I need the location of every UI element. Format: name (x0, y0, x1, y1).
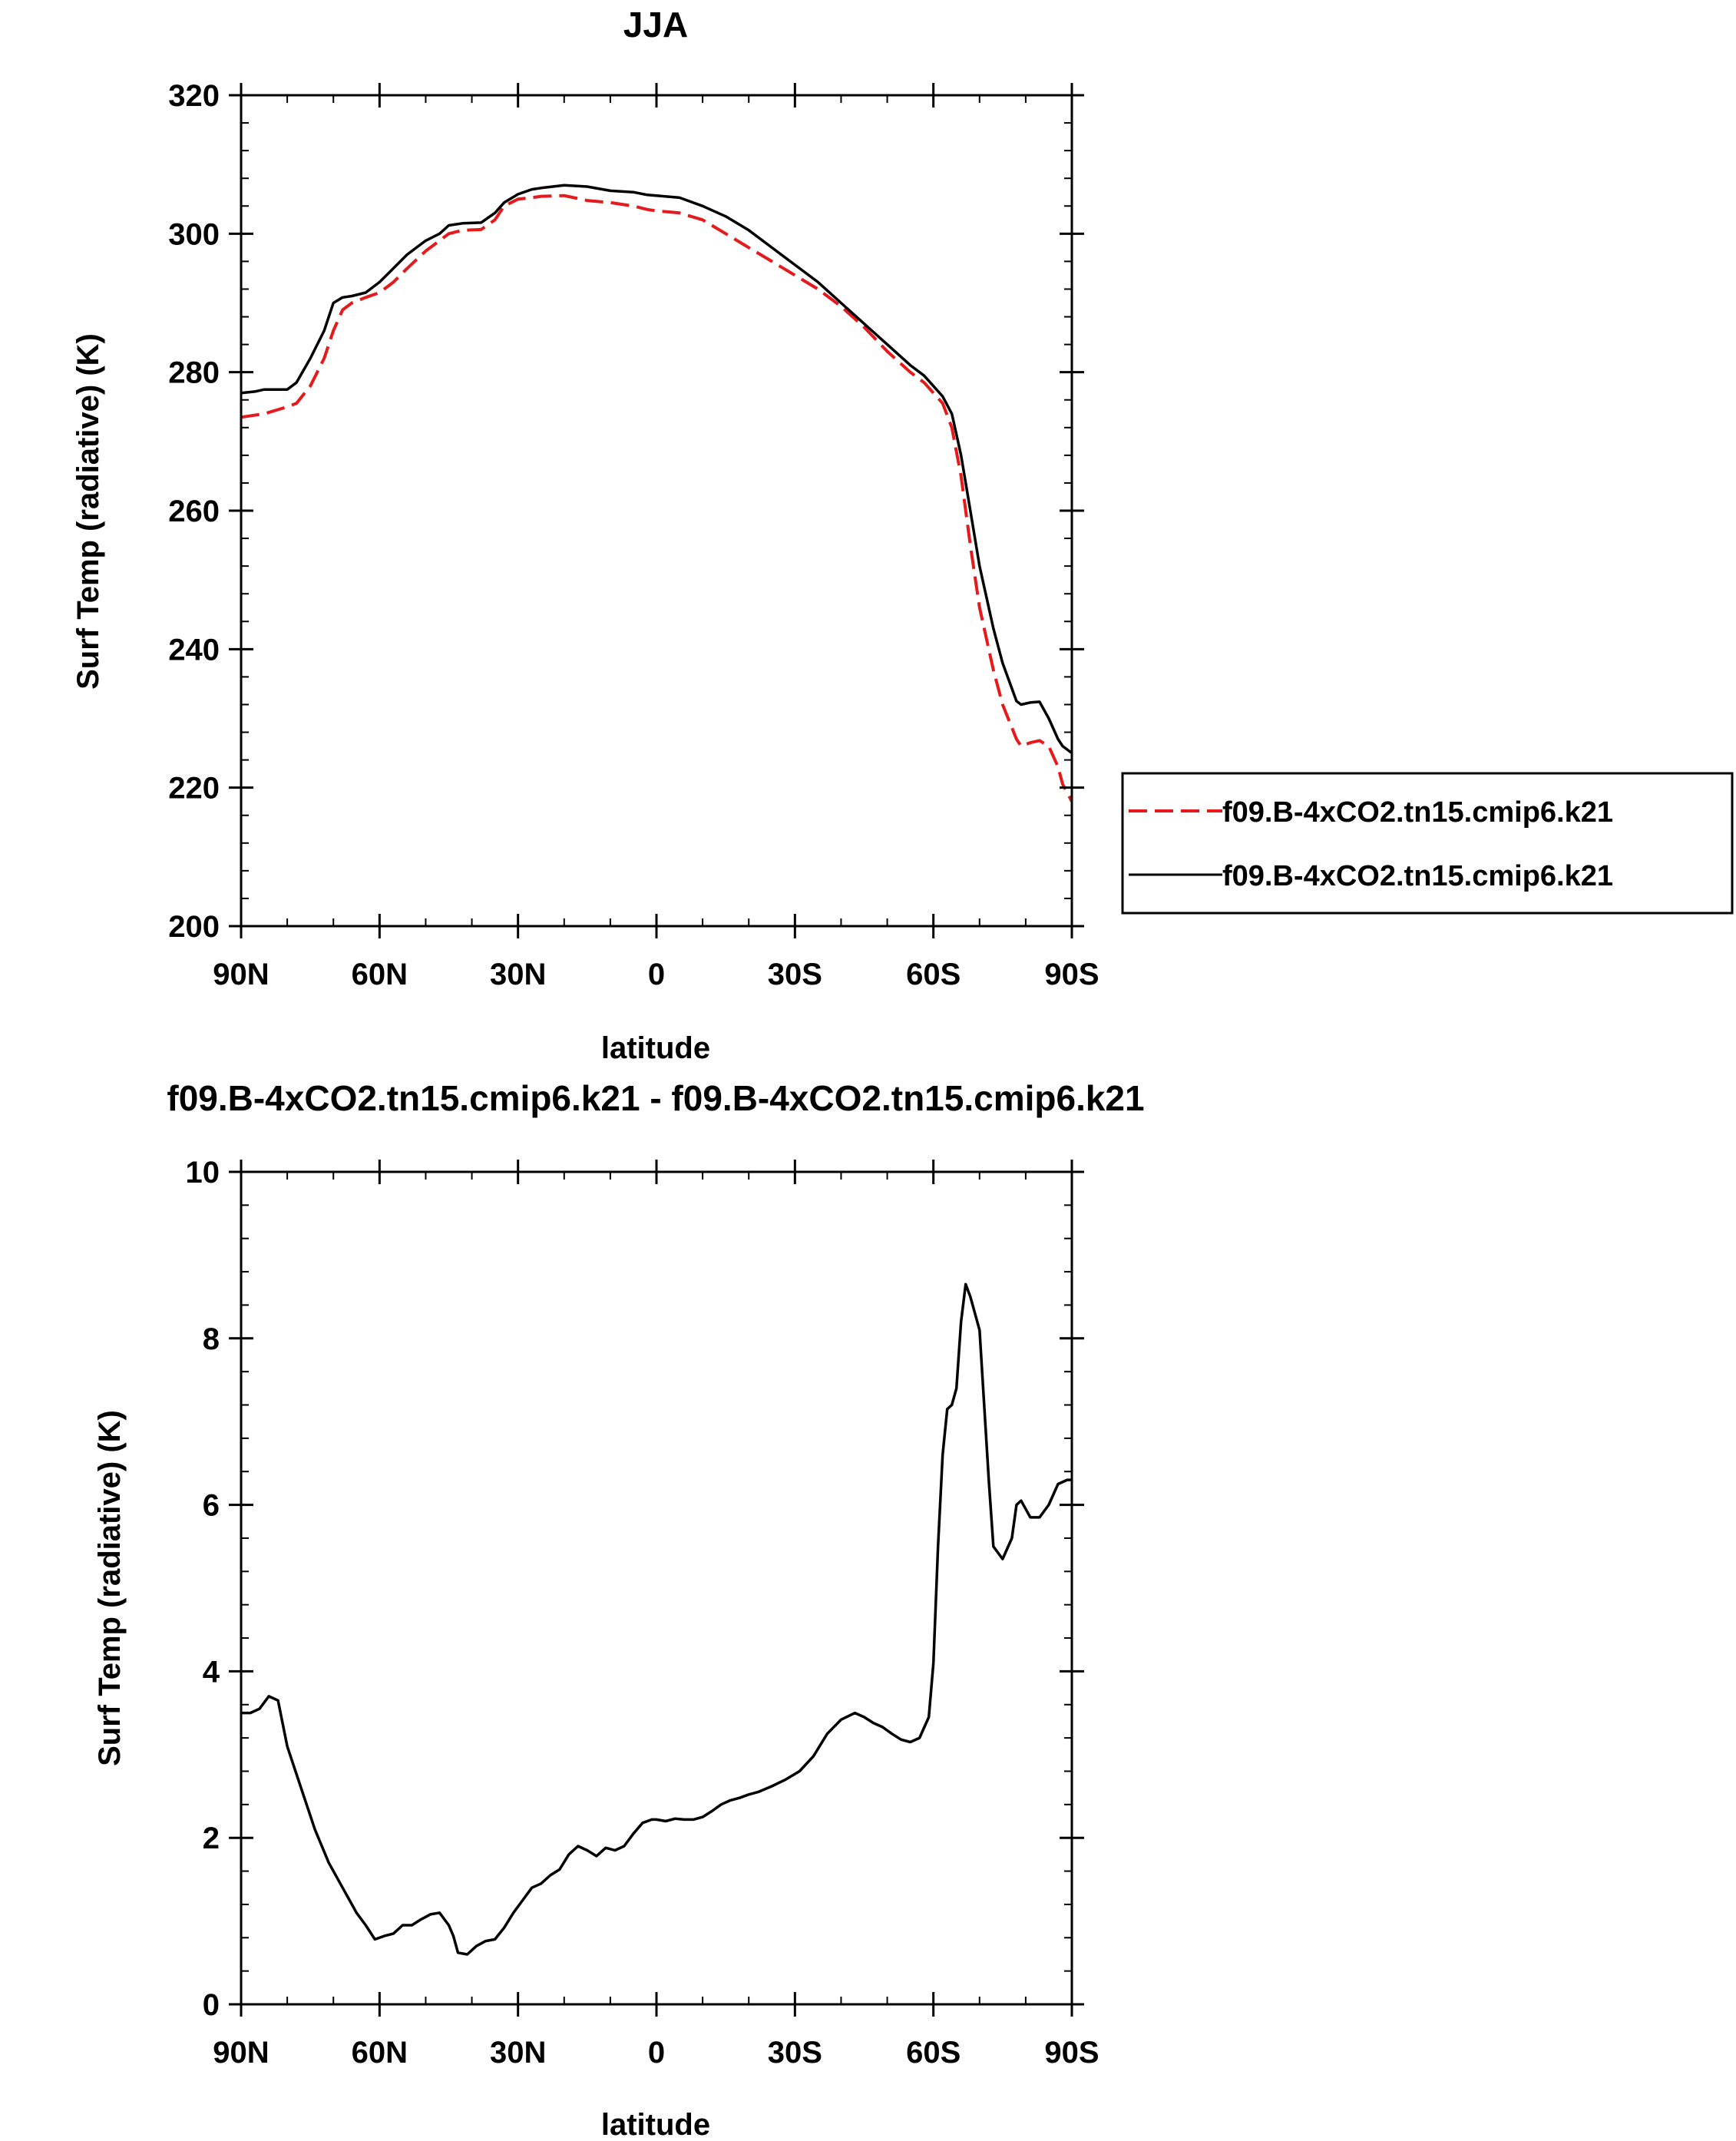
x-tick-label: 90N (213, 958, 269, 991)
series-line-0-dashed (240, 194, 1073, 802)
x-tick-label: 60S (906, 2036, 961, 2070)
x-tick-label: 30S (768, 2036, 822, 2070)
top-x-axis-label: latitude (601, 1031, 710, 1065)
bottom-plot-area: 0 2 4 6 8 10 90N 60N 30N 0 30S 60S 90S (186, 1156, 1099, 2070)
top-chart-title: JJA (623, 5, 688, 45)
top-panel: JJA 200 220 240 260 280 300 320 90N 60N 30N 0 30S 60… (71, 5, 1734, 1065)
y-tick-label: 2 (203, 1822, 220, 1855)
bottom-y-axis-label: Surf Temp (radiative) (K) (93, 1410, 127, 1766)
y-tick-label: 300 (168, 217, 220, 251)
series-line-1-solid (240, 184, 1073, 754)
x-tick-label: 90S (1044, 2036, 1099, 2070)
y-tick-label: 200 (168, 910, 220, 944)
x-tick-label: 90N (213, 2036, 269, 2070)
x-tick-label: 30N (490, 958, 546, 991)
x-tick-label: 60N (352, 2036, 408, 2070)
legend: f09.B-4xCO2.tn15.cmip6.k21 f09.B-4xCO2.t… (1121, 772, 1734, 915)
y-tick-label: 0 (203, 1988, 220, 2022)
x-tick-label: 0 (648, 2036, 665, 2070)
x-tick-label: 60S (906, 958, 961, 991)
y-tick-label: 8 (203, 1322, 220, 1356)
x-tick-label: 90S (1044, 958, 1099, 991)
x-tick-label: 30N (490, 2036, 546, 2070)
plot-frame (240, 94, 1073, 928)
y-tick-label: 320 (168, 79, 220, 113)
legend-label-solid: f09.B-4xCO2.tn15.cmip6.k21 (1222, 860, 1613, 892)
x-tick-label: 60N (352, 958, 408, 991)
series-line-0-solid (241, 1282, 1072, 1956)
legend-label-dashed: f09.B-4xCO2.tn15.cmip6.k21 (1222, 796, 1613, 829)
y-tick-label: 240 (168, 633, 220, 667)
bottom-chart-title: f09.B-4xCO2.tn15.cmip6.k21 - f09.B-4xCO2… (167, 1078, 1144, 1118)
y-tick-label: 260 (168, 495, 220, 528)
x-tick-label: 0 (648, 958, 665, 991)
plot-frame (240, 1170, 1073, 2006)
y-tick-label: 10 (186, 1156, 220, 1190)
top-y-axis-label: Surf Temp (radiative) (K) (71, 333, 105, 690)
y-tick-label: 220 (168, 772, 220, 806)
legend-box (1121, 772, 1734, 915)
bottom-panel: f09.B-4xCO2.tn15.cmip6.k21 - f09.B-4xCO2… (93, 1078, 1145, 2141)
bottom-x-axis-label: latitude (601, 2108, 710, 2141)
y-tick-label: 6 (203, 1489, 220, 1523)
top-plot-area: 200 220 240 260 280 300 320 90N 60N 30N 0 30S 60S 90S (168, 79, 1099, 991)
x-tick-label: 30S (768, 958, 822, 991)
y-tick-label: 280 (168, 356, 220, 390)
y-tick-label: 4 (203, 1655, 220, 1689)
